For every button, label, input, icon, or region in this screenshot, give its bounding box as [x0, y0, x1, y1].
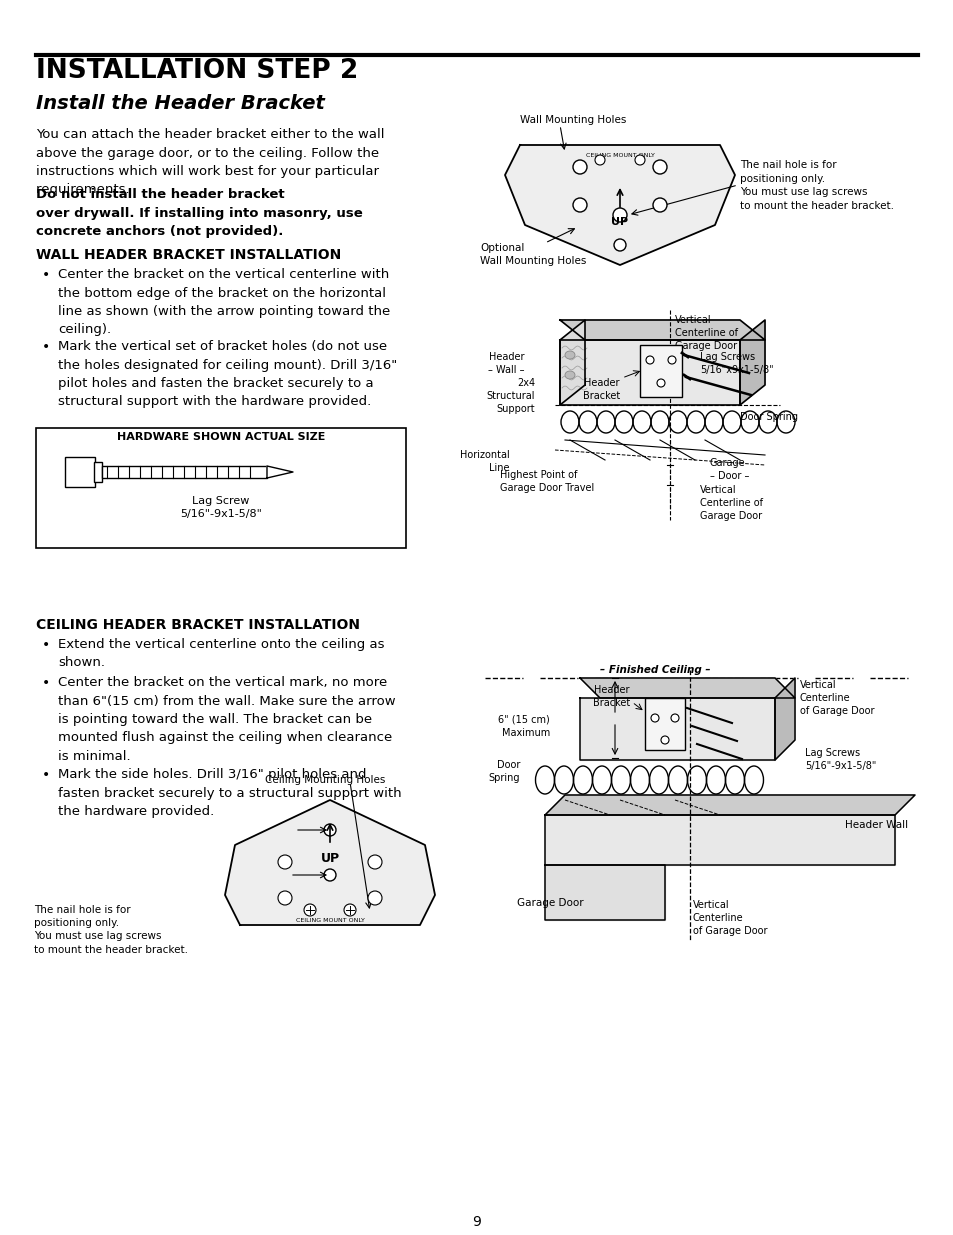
Circle shape: [635, 156, 644, 165]
FancyBboxPatch shape: [639, 345, 681, 396]
Circle shape: [614, 240, 625, 251]
FancyBboxPatch shape: [102, 466, 267, 478]
Text: Center the bracket on the vertical centerline with
the bottom edge of the bracke: Center the bracket on the vertical cente…: [58, 268, 390, 336]
Text: Lag Screws
5/16"-9x1-5/8": Lag Screws 5/16"-9x1-5/8": [804, 748, 876, 771]
Circle shape: [277, 890, 292, 905]
Text: Center the bracket on the vertical mark, no more
than 6"(15 cm) from the wall. M: Center the bracket on the vertical mark,…: [58, 676, 395, 763]
Polygon shape: [267, 466, 293, 478]
Polygon shape: [544, 815, 894, 864]
Text: The nail hole is for
positioning only.
You must use lag screws
to mount the head: The nail hole is for positioning only. Y…: [740, 161, 893, 211]
Text: WALL HEADER BRACKET INSTALLATION: WALL HEADER BRACKET INSTALLATION: [36, 248, 341, 262]
Text: •: •: [42, 340, 51, 354]
Circle shape: [573, 161, 586, 174]
Text: Header
– Wall –: Header – Wall –: [488, 352, 524, 375]
Circle shape: [368, 890, 381, 905]
Circle shape: [304, 904, 315, 916]
Circle shape: [657, 379, 664, 387]
Text: Highest Point of
Garage Door Travel: Highest Point of Garage Door Travel: [499, 471, 594, 493]
Text: Vertical
Centerline of
Garage Door: Vertical Centerline of Garage Door: [675, 315, 738, 352]
FancyBboxPatch shape: [94, 462, 102, 482]
Circle shape: [670, 714, 679, 722]
Text: Do not install the header bracket
over drywall. If installing into masonry, use
: Do not install the header bracket over d…: [36, 188, 362, 238]
Text: INSTALLATION STEP 2: INSTALLATION STEP 2: [36, 58, 358, 84]
Text: Lag Screw
5/16"-9x1-5/8": Lag Screw 5/16"-9x1-5/8": [180, 496, 262, 519]
Polygon shape: [579, 678, 794, 698]
Text: Optional
Wall Mounting Holes: Optional Wall Mounting Holes: [479, 243, 586, 267]
Polygon shape: [559, 320, 764, 340]
Circle shape: [324, 824, 335, 836]
Circle shape: [368, 855, 381, 869]
Text: Mark the vertical set of bracket holes (do not use
the holes designated for ceil: Mark the vertical set of bracket holes (…: [58, 340, 396, 409]
Text: UP: UP: [611, 217, 628, 227]
Text: UP: UP: [320, 852, 339, 864]
Ellipse shape: [564, 370, 575, 379]
Text: Ceiling Mounting Holes: Ceiling Mounting Holes: [265, 776, 385, 785]
Circle shape: [652, 161, 666, 174]
Text: Door Spring: Door Spring: [740, 412, 797, 422]
Text: Vertical
Centerline
of Garage Door: Vertical Centerline of Garage Door: [692, 900, 767, 936]
Circle shape: [652, 198, 666, 212]
Text: Vertical
Centerline of
Garage Door: Vertical Centerline of Garage Door: [700, 485, 762, 521]
Circle shape: [573, 198, 586, 212]
Text: – Finished Ceiling –: – Finished Ceiling –: [599, 664, 710, 676]
Text: CEILING HEADER BRACKET INSTALLATION: CEILING HEADER BRACKET INSTALLATION: [36, 618, 359, 632]
Text: •: •: [42, 268, 51, 282]
Polygon shape: [504, 144, 734, 266]
Polygon shape: [740, 320, 764, 405]
Text: Mark the side holes. Drill 3/16" pilot holes and
fasten bracket securely to a st: Mark the side holes. Drill 3/16" pilot h…: [58, 768, 401, 818]
Text: Header
Bracket: Header Bracket: [582, 378, 619, 401]
Circle shape: [344, 904, 355, 916]
Circle shape: [645, 356, 654, 364]
Polygon shape: [559, 320, 584, 405]
Text: CEILING MOUNT ONLY: CEILING MOUNT ONLY: [585, 153, 654, 158]
Text: Garage Door: Garage Door: [517, 898, 582, 908]
Text: Header
Bracket: Header Bracket: [592, 685, 629, 708]
Text: 2x4
Structural
Support: 2x4 Structural Support: [486, 378, 535, 415]
Circle shape: [595, 156, 604, 165]
Text: Install the Header Bracket: Install the Header Bracket: [36, 94, 325, 112]
Text: Lag Screws
5/16"x9x1-5/8": Lag Screws 5/16"x9x1-5/8": [700, 352, 773, 375]
Polygon shape: [774, 678, 794, 760]
Polygon shape: [544, 864, 664, 920]
FancyBboxPatch shape: [644, 698, 684, 750]
Circle shape: [324, 869, 335, 881]
Text: Vertical
Centerline
of Garage Door: Vertical Centerline of Garage Door: [800, 680, 874, 716]
Circle shape: [613, 207, 626, 222]
Ellipse shape: [564, 351, 575, 359]
Circle shape: [650, 714, 659, 722]
Text: Wall Mounting Holes: Wall Mounting Holes: [519, 115, 626, 125]
Circle shape: [277, 855, 292, 869]
FancyBboxPatch shape: [65, 457, 95, 487]
Polygon shape: [579, 698, 774, 760]
Circle shape: [667, 356, 676, 364]
Polygon shape: [225, 800, 435, 925]
Text: Extend the vertical centerline onto the ceiling as
shown.: Extend the vertical centerline onto the …: [58, 638, 384, 669]
Text: Horizontal
Line: Horizontal Line: [459, 450, 510, 473]
Polygon shape: [559, 340, 740, 405]
Text: 6" (15 cm)
Maximum: 6" (15 cm) Maximum: [497, 715, 550, 739]
Text: HARDWARE SHOWN ACTUAL SIZE: HARDWARE SHOWN ACTUAL SIZE: [116, 432, 325, 442]
Polygon shape: [544, 795, 914, 815]
Text: •: •: [42, 676, 51, 690]
FancyBboxPatch shape: [36, 429, 406, 548]
Text: Garage
– Door –: Garage – Door –: [709, 458, 749, 482]
Circle shape: [660, 736, 668, 743]
Text: 9: 9: [472, 1215, 481, 1229]
Text: The nail hole is for
positioning only.
You must use lag screws
to mount the head: The nail hole is for positioning only. Y…: [34, 905, 188, 955]
Text: You can attach the header bracket either to the wall
above the garage door, or t: You can attach the header bracket either…: [36, 128, 384, 196]
Text: Door
Spring: Door Spring: [488, 760, 519, 783]
Text: CEILING MOUNT ONLY: CEILING MOUNT ONLY: [295, 918, 364, 923]
Text: •: •: [42, 638, 51, 652]
Text: Header Wall: Header Wall: [844, 820, 907, 830]
Text: •: •: [42, 768, 51, 782]
